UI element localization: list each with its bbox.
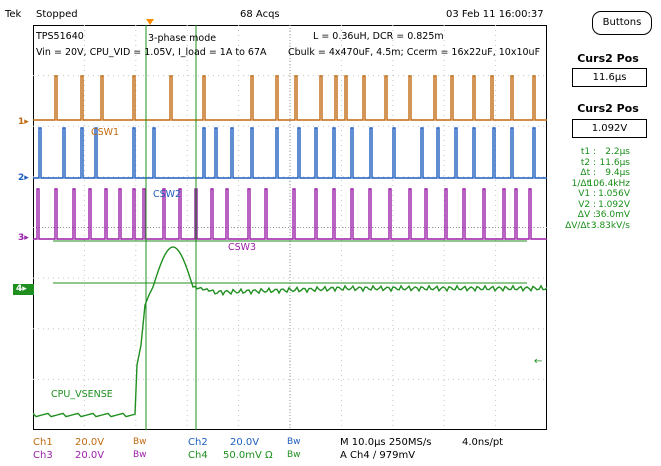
readout-value: 3.83kV/s [590, 220, 630, 231]
ch1-scale: 20.0V [75, 437, 105, 448]
ch3-name[interactable]: Ch3 [33, 450, 53, 461]
ch4-scale: 50.0mV Ω [223, 450, 273, 461]
trigger-level-icon[interactable]: ← [534, 356, 543, 367]
ch2-scale: 20.0V [230, 437, 260, 448]
csw3-label: CSW3 [228, 242, 257, 253]
readout-row: V1 :1.056V [548, 189, 658, 199]
readout-row: 1/Δt :106.4kHz [548, 179, 658, 189]
readout-label: V1 : [578, 189, 596, 199]
readout-value: 1.092V [598, 199, 630, 210]
ch4-name[interactable]: Ch4 [188, 450, 208, 461]
trigger-setting[interactable]: A Ch4 ∕ 979mV [340, 450, 416, 461]
readout-value: 1.056V [598, 189, 630, 199]
readout-label: ΔV/Δt : [565, 220, 596, 231]
sample-interval: 4.0ns/pt [462, 437, 504, 448]
csw2-label: CSW2 [153, 189, 182, 200]
waveforms [33, 25, 547, 430]
ch4-ground-marker[interactable]: 4▸ [13, 284, 34, 295]
ch4-trace [33, 246, 547, 418]
buttons-button[interactable]: Buttons [592, 11, 652, 35]
ch1-name[interactable]: Ch1 [33, 437, 53, 448]
readout-value: 2.2µs [605, 147, 630, 157]
trigger-position-icon[interactable] [146, 19, 154, 25]
readout-label: Δt : [580, 168, 596, 178]
ch3-bw: Bw [133, 450, 147, 460]
ch2-name[interactable]: Ch2 [188, 437, 208, 448]
device-label: TPS51640 [36, 31, 84, 42]
waveform-display[interactable]: TPS51640 3-phase mode Vin = 20V, CPU_VID… [33, 25, 547, 430]
cpu-vsense-label: CPU_VSENSE [51, 389, 113, 400]
ch1-bw: Bw [133, 437, 147, 447]
readout-label: 1/Δt : [571, 178, 596, 189]
curs2-time-value[interactable]: 11.6µs [572, 68, 647, 87]
curs2-volt-title: Curs2 Pos [577, 102, 639, 115]
ch1-ground-marker[interactable]: 1▸ [18, 117, 29, 127]
capacitor-label: Cbulk = 4x470uF, 4.5m; Ccerm = 16x22uF, … [288, 47, 541, 58]
run-state: Stopped [36, 9, 78, 20]
readout-row: t2 :11.6µs [548, 158, 658, 168]
readout-label: V2 : [578, 199, 596, 210]
readout-value: 9.4µs [605, 168, 630, 178]
readout-label: t1 : [580, 147, 596, 157]
readout-label: ΔV : [577, 210, 596, 220]
brand-label: Tek [5, 9, 22, 20]
timebase[interactable]: M 10.0µs 250MS/s [340, 437, 432, 448]
curs2-volt-value[interactable]: 1.092V [572, 119, 647, 138]
ch3-trace [33, 188, 547, 240]
inductor-label: L = 0.36uH, DCR = 0.825m [313, 31, 444, 42]
readout-row: Δt : 9.4µs [548, 168, 658, 178]
acquisition-count: 68 Acqs [240, 9, 280, 20]
conditions-label: Vin = 20V, CPU_VID = 1.05V, I_load = 1A … [36, 47, 267, 58]
readout-value: 106.4kHz [587, 178, 630, 189]
ch3-scale: 20.0V [75, 450, 105, 461]
csw1-label: CSW1 [91, 127, 120, 138]
date-time: 03 Feb 11 16:00:37 [446, 9, 544, 20]
ch2-trace [33, 127, 547, 179]
readout-row: ΔV :36.0mV [548, 210, 658, 220]
readout-value: 36.0mV [595, 210, 630, 220]
ch2-ground-marker[interactable]: 2▸ [18, 173, 29, 183]
readout-row: ΔV/Δt :3.83kV/s [548, 221, 658, 231]
curs2-time-title: Curs2 Pos [577, 52, 639, 65]
ch1-trace [33, 75, 547, 121]
ch3-ground-marker[interactable]: 3▸ [18, 233, 29, 243]
ch4-bw: Bw [287, 450, 301, 460]
mode-label: 3-phase mode [148, 33, 217, 44]
readout-label: t2 : [580, 157, 596, 168]
readout-value: 11.6µs [599, 157, 630, 168]
ch2-bw: Bw [287, 437, 301, 447]
readout-row: V2 :1.092V [548, 200, 658, 210]
readout-row: t1 : 2.2µs [548, 147, 658, 157]
